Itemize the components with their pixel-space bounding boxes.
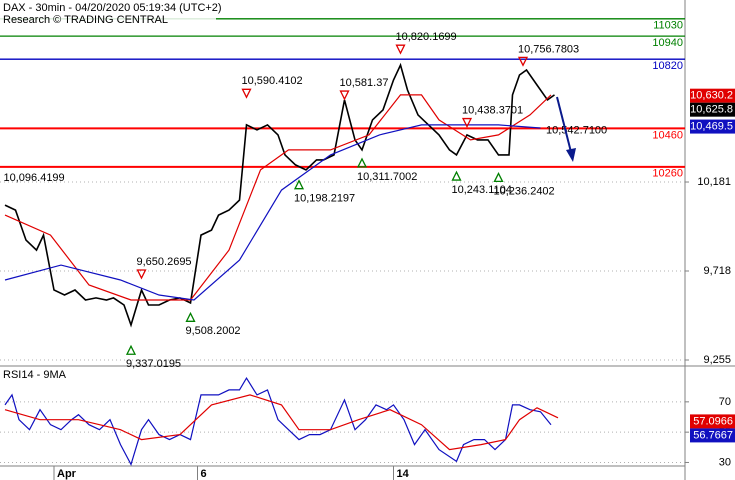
high-marker [395, 44, 406, 55]
forecast-arrow-head [566, 148, 576, 162]
price-tag [690, 414, 735, 429]
y-tick-label: 9,255 [703, 354, 731, 366]
level-label: 10260 [652, 168, 683, 180]
price-tag [690, 428, 735, 443]
series-line [4, 94, 552, 301]
x-tick-label: 14 [397, 468, 410, 480]
y-tick-label: 70 [719, 396, 731, 408]
series-line [4, 394, 559, 451]
price-tag-label: 10,630.2 [690, 90, 733, 102]
y-tick-label: 30 [719, 456, 731, 468]
title-bg [0, 1, 216, 27]
rsi-title: RSI14 - 9MA [3, 369, 67, 381]
annotation-label: 10,311.7002 [357, 171, 417, 183]
price-tag-label: 10,625.8 [690, 104, 733, 116]
y-tick-label: 10,181 [697, 176, 731, 188]
x-tick-label: Apr [57, 468, 77, 480]
low-marker [125, 344, 137, 355]
annotation-label: 10,096.4199 [4, 172, 65, 184]
annotation-label: 10,590.4102 [242, 75, 303, 87]
low-marker [356, 157, 368, 168]
annotation-label: 10,236.2402 [494, 185, 555, 197]
price-tag [690, 88, 735, 103]
annotation-label: 10,820.1699 [396, 31, 457, 43]
y-tick-label: 9,718 [703, 265, 731, 277]
level-label: 10820 [652, 60, 683, 72]
annotation-label: 9,508.2002 [186, 325, 241, 337]
annotation-label: 10,756.7803 [518, 43, 579, 55]
low-marker [185, 311, 196, 322]
price-tag [690, 119, 735, 134]
high-marker [136, 269, 147, 280]
high-marker [461, 117, 473, 129]
high-marker [339, 90, 350, 101]
low-marker [451, 170, 462, 181]
annotation-label: 10,438.3701 [462, 104, 523, 116]
low-marker [293, 179, 305, 190]
annotation-label: 10,542.7100 [546, 124, 607, 136]
x-tick-label: 6 [201, 468, 207, 480]
level-label: 10940 [652, 37, 683, 49]
annotation-label: 9,650.2695 [137, 256, 192, 268]
forecast-arrow [556, 96, 572, 153]
high-marker [517, 56, 529, 67]
high-marker [241, 88, 252, 99]
low-marker [493, 171, 504, 183]
price-tag-label: 56.7667 [693, 429, 733, 441]
price-tag-label: 10,469.5 [690, 120, 733, 132]
chart-subtitle: Research © TRADING CENTRAL [3, 14, 168, 26]
annotation-label: 10,581.37 [340, 77, 389, 89]
level-label: 11030 [653, 20, 683, 32]
level-label: 10460 [652, 129, 683, 141]
annotation-label: 10,198.2197 [294, 193, 355, 205]
annotation-label: 9,337.0195 [126, 358, 181, 370]
price-tag [690, 102, 735, 117]
series-line [4, 124, 541, 301]
price-tag-label: 57.0966 [693, 415, 733, 427]
series-line [4, 62, 555, 328]
series-line [4, 376, 552, 466]
annotation-label: 10,243.1104 [452, 184, 512, 196]
chart-title: DAX - 30min - 04/20/2020 05:19:34 (UTC+2… [3, 2, 222, 14]
